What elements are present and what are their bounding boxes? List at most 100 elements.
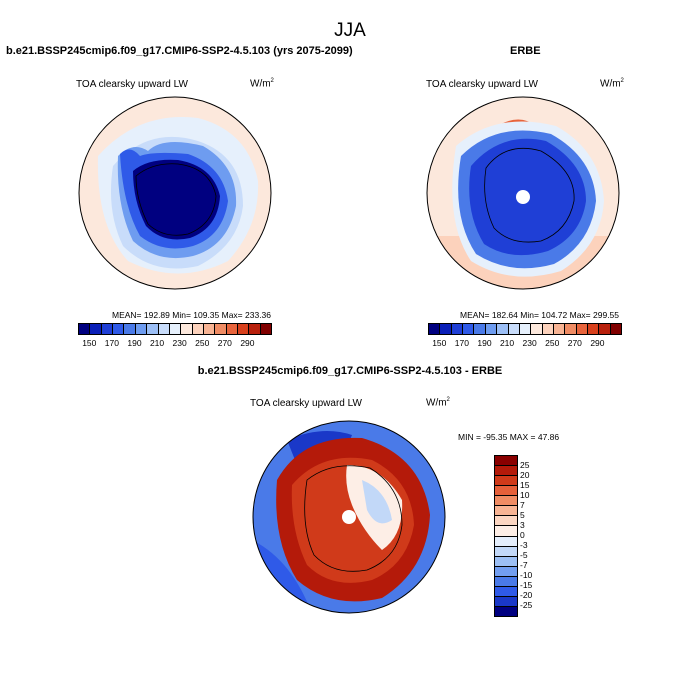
panel-1-colorbar-swatch: [169, 324, 182, 334]
panel-1-colorbar-swatch: [124, 324, 136, 334]
panel-3-colorbar-swatch: [495, 506, 517, 517]
panel-3-units: W/m2: [426, 397, 450, 409]
panel-1-colorbar-swatch: [158, 324, 170, 334]
panel-2-colorbar-swatch: [519, 324, 532, 334]
panel-3-colorbar-tick-label: 3: [520, 520, 525, 530]
panel-3-colorbar-swatch: [495, 526, 517, 537]
panel-3-colorbar-swatch: [495, 516, 517, 527]
panel-1-colorbar-tick-label: 230: [172, 338, 187, 348]
panel-2-stats: MEAN= 182.64 Min= 104.72 Max= 299.55: [460, 310, 620, 320]
panel-2-colorbar-tick-label: 170: [454, 338, 469, 348]
panel-3-colorbar-tick-label: -25: [520, 600, 533, 610]
panel-3-colorbar-tick-label: -3: [520, 540, 528, 550]
panel-3-colorbar-swatch: [495, 566, 517, 577]
panel-3-title: b.e21.BSSP245cmip6.f09_g17.CMIP6-SSP2-4.…: [197, 365, 503, 377]
panel-3-colorbar: [494, 455, 518, 617]
panel-2-colorbar-tick-label: 190: [477, 338, 492, 348]
panel-1-map: [78, 96, 272, 290]
panel-3-colorbar-swatch: [495, 466, 517, 477]
panel-3-colorbar-tick-label: 15: [520, 480, 530, 490]
panel-2-colorbar-swatch: [531, 324, 543, 334]
panel-1-colorbar-swatch: [101, 324, 114, 334]
panel-2-colorbar-swatch: [474, 324, 486, 334]
panel-2-colorbar-tick-label: 290: [590, 338, 605, 348]
panel-2-colorbar-tick-label: 250: [545, 338, 560, 348]
panel-1-colorbar-tick-label: 210: [149, 338, 165, 348]
panel-2-colorbar-swatch: [599, 324, 611, 334]
panel-2-colorbar-swatch: [463, 324, 475, 334]
panel-1-colorbar-ticks: 150 170 190 210 230 250 270 290: [78, 338, 270, 350]
panel-1-variable: TOA clearsky upward LW: [76, 79, 188, 90]
panel-3-stats: MIN = -95.35 MAX = 47.86: [458, 432, 560, 442]
panel-1-colorbar-swatch: [215, 324, 227, 334]
panel-1-stats: MEAN= 192.89 Min= 109.35 Max= 233.36: [112, 310, 272, 320]
panel-1-colorbar-swatch: [238, 324, 250, 334]
panel-3-colorbar-tick-label: -20: [520, 590, 533, 600]
panel-3-colorbar-swatch: [495, 606, 517, 616]
panel-2-colorbar-swatch: [429, 324, 441, 334]
panel-2-colorbar-tick-label: 210: [499, 338, 515, 348]
panel-1-colorbar-tick-label: 270: [217, 338, 232, 348]
panel-2-colorbar-swatch: [440, 324, 452, 334]
panel-1-colorbar-swatch: [192, 324, 204, 334]
panel-3-map: [252, 420, 446, 614]
panel-1-colorbar: [78, 323, 272, 335]
panel-1-colorbar-swatch: [135, 324, 148, 334]
panel-2-colorbar-swatch: [542, 324, 554, 334]
panel-1-colorbar-tick-label: 170: [104, 338, 119, 348]
panel-2-colorbar: [428, 323, 622, 335]
panel-3-colorbar-tick-label: -15: [520, 580, 533, 590]
panel-3-colorbar-swatch: [495, 546, 517, 557]
panel-1-colorbar-tick-label: 290: [240, 338, 255, 348]
panel-2-variable: TOA clearsky upward LW: [426, 79, 538, 90]
panel-2-colorbar-swatch: [576, 324, 589, 334]
panel-3-colorbar-tick-label: -5: [520, 550, 528, 560]
panel-3-colorbar-swatch: [495, 476, 517, 487]
panel-3-colorbar-swatch: [495, 556, 517, 567]
panel-3-variable: TOA clearsky upward LW: [250, 398, 362, 409]
panel-3-colorbar-tick-label: 25: [520, 460, 530, 470]
panel-3-colorbar-tick-label: 7: [520, 500, 525, 510]
panel-2-title: ERBE: [510, 45, 541, 57]
panel-1-colorbar-tick-label: 190: [127, 338, 142, 348]
panel-2-colorbar-swatch: [565, 324, 577, 334]
panel-2-colorbar-tick-label: 150: [432, 338, 447, 348]
panel-1-title: b.e21.BSSP245cmip6.f09_g17.CMIP6-SSP2-4.…: [6, 45, 353, 57]
panel-3-colorbar-swatch: [495, 596, 517, 607]
panel-2-map: [426, 96, 620, 290]
panel-2-colorbar-swatch: [610, 324, 622, 334]
panel-1-colorbar-tick-label: 250: [195, 338, 210, 348]
panel-1-colorbar-swatch: [113, 324, 125, 334]
panel-3-colorbar-swatch: [495, 536, 517, 547]
panel-3-colorbar-tick-label: 10: [520, 490, 530, 500]
panel-2-colorbar-swatch: [588, 324, 600, 334]
panel-2-colorbar-swatch: [497, 324, 509, 334]
panel-1-colorbar-swatch: [226, 324, 239, 334]
panel-3-colorbar-swatch: [495, 456, 517, 467]
panel-3-colorbar-swatch: [495, 586, 517, 597]
panel-3-colorbar-swatch: [495, 486, 517, 497]
panel-3-colorbar-swatch: [495, 576, 517, 587]
panel-1-colorbar-tick-label: 150: [82, 338, 97, 348]
panel-2-colorbar-swatch: [451, 324, 464, 334]
panel-3-colorbar-tick-label: 20: [520, 470, 530, 480]
panel-3-colorbar-tick-label: 0: [520, 530, 525, 540]
panel-2-units: W/m2: [600, 78, 624, 90]
panel-1-colorbar-swatch: [147, 324, 159, 334]
panel-2-colorbar-swatch: [508, 324, 520, 334]
panel-3-colorbar-tick-label: 5: [520, 510, 525, 520]
panel-3-colorbar-tick-label: -10: [520, 570, 533, 580]
panel-2-colorbar-tick-label: 230: [522, 338, 537, 348]
panel-1-colorbar-swatch: [260, 324, 272, 334]
figure-title: JJA: [334, 20, 366, 41]
panel-2-colorbar-ticks: 150 170 190 210 230 250 270 290: [428, 338, 620, 350]
panel-1-units: W/m2: [250, 78, 274, 90]
panel-1-colorbar-swatch: [203, 324, 216, 334]
panel-1-colorbar-swatch: [79, 324, 91, 334]
panel-3-colorbar-ticks: 25 20 15 10 7 5 3 0 -3 -5 -7 -10 -15 -20 -25: [520, 455, 550, 615]
panel-2-colorbar-swatch: [485, 324, 498, 334]
panel-1-colorbar-swatch: [90, 324, 102, 334]
panel-1-colorbar-swatch: [181, 324, 193, 334]
panel-3-colorbar-swatch: [495, 496, 517, 507]
panel-2-colorbar-swatch: [553, 324, 566, 334]
